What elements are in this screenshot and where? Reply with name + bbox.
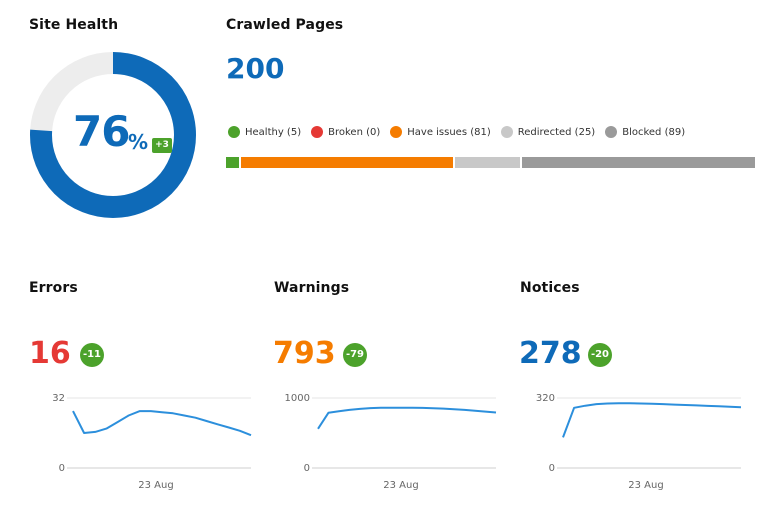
x-tick-label: 23 Aug <box>628 480 663 491</box>
y-tick-label: 0 <box>549 463 555 474</box>
legend-label: Healthy (5) <box>245 126 302 138</box>
notices-title: Notices <box>520 280 580 296</box>
errors-trend-chart: 32 0 23 Aug <box>52 393 252 491</box>
legend-item[interactable]: Broken (0) <box>311 126 380 138</box>
legend-item[interactable]: Healthy (5) <box>228 126 301 138</box>
x-tick-label: 23 Aug <box>138 480 173 491</box>
y-tick-label: 320 <box>536 393 555 404</box>
donut-fill <box>30 52 196 218</box>
legend-dot-icon <box>311 126 324 138</box>
warnings-title: Warnings <box>274 280 350 296</box>
crawled-pages-title: Crawled Pages <box>226 17 344 33</box>
legend-dot-icon <box>605 126 618 138</box>
errors-title: Errors <box>29 280 78 296</box>
trend-line <box>317 406 497 430</box>
legend-label: Blocked (89) <box>622 126 686 138</box>
legend-label: Broken (0) <box>328 126 381 138</box>
site-health-value: 76 <box>73 107 130 156</box>
crawled-pages-count[interactable]: 200 <box>226 52 285 85</box>
site-health-percent-sign: % <box>128 130 149 154</box>
site-health-delta-badge: +3 <box>152 138 172 153</box>
notices-delta-badge: -20 <box>588 343 612 367</box>
y-tick-label: 0 <box>59 463 65 474</box>
legend-item[interactable]: Blocked (89) <box>605 126 685 138</box>
legend-item[interactable]: Have issues (81) <box>390 126 491 138</box>
errors-value[interactable]: 16 <box>29 336 71 371</box>
y-tick-label: 1000 <box>285 393 310 404</box>
warnings-trend-chart: 1000 0 23 Aug <box>285 393 497 491</box>
legend-label: Redirected (25) <box>517 126 596 138</box>
site-health-donut[interactable]: 76 % +3 <box>28 50 198 220</box>
errors-delta-badge: -11 <box>80 343 104 367</box>
y-tick-label: 0 <box>304 463 310 474</box>
crawled-pages-bar <box>226 157 755 168</box>
bar-segment[interactable] <box>241 157 453 168</box>
bar-segment[interactable] <box>454 157 521 168</box>
bar-segment[interactable] <box>226 157 240 168</box>
legend-label: Have issues (81) <box>407 126 491 138</box>
warnings-value[interactable]: 793 <box>273 336 336 371</box>
site-health-title: Site Health <box>29 17 119 33</box>
notices-trend-chart: 320 0 23 Aug <box>536 393 742 491</box>
legend-item[interactable]: Redirected (25) <box>500 126 596 138</box>
trend-line <box>562 402 742 438</box>
legend-dot-icon <box>500 126 513 138</box>
trend-line <box>72 410 252 437</box>
legend-dot-icon <box>390 126 403 138</box>
notices-value[interactable]: 278 <box>519 336 582 371</box>
y-tick-label: 32 <box>52 393 65 404</box>
warnings-delta-badge: -79 <box>343 343 367 367</box>
legend-dot-icon <box>228 126 240 138</box>
crawled-pages-legend: Healthy (5) Broken (0) Have issues (81) Red… <box>228 126 685 138</box>
site-health-ring <box>30 52 196 218</box>
bar-segment[interactable] <box>522 157 755 168</box>
x-tick-label: 23 Aug <box>383 480 418 491</box>
